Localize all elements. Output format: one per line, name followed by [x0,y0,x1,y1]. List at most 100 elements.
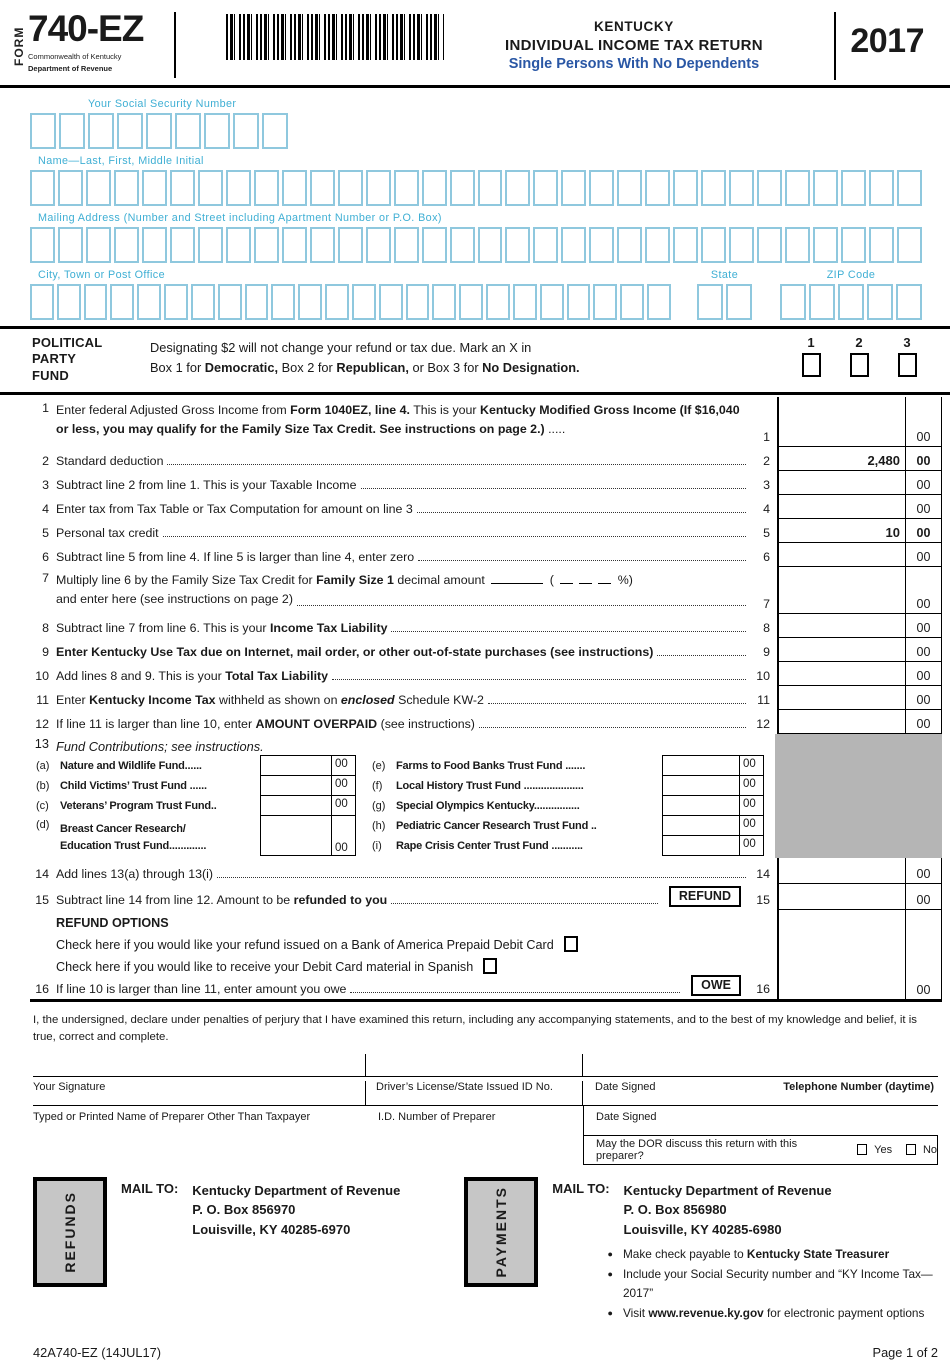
char-box[interactable] [729,227,755,263]
char-box[interactable] [393,227,419,263]
amount-cell-line-11[interactable] [777,685,905,710]
char-box[interactable] [113,170,139,206]
char-box[interactable] [780,284,806,320]
char-box[interactable] [378,284,403,320]
char-box[interactable] [393,170,419,206]
char-box[interactable] [533,170,559,206]
char-box[interactable] [59,113,85,149]
fund-amount-e[interactable]: 00 [662,754,764,776]
char-box[interactable] [645,170,671,206]
char-box[interactable] [337,170,363,206]
char-box[interactable] [620,284,645,320]
cents-cell-line-12[interactable]: 00 [905,709,942,734]
char-box[interactable] [539,284,564,320]
fund-amount-h[interactable]: 00 [662,814,764,836]
char-box[interactable] [325,284,349,320]
char-box[interactable] [57,227,83,263]
char-box[interactable] [298,284,323,320]
char-box[interactable] [309,170,335,206]
char-box[interactable] [897,170,922,206]
char-box[interactable] [113,227,139,263]
char-box[interactable] [512,284,537,320]
char-box[interactable] [449,227,475,263]
cents-cell-line-16[interactable]: 00 [905,971,942,999]
char-box[interactable] [785,227,811,263]
amount-cell-line-5[interactable]: 10 [777,518,905,543]
char-box[interactable] [56,284,81,320]
char-box[interactable] [197,227,223,263]
char-box[interactable] [421,227,447,263]
char-box[interactable] [561,170,587,206]
char-box[interactable] [617,170,643,206]
amount-cell-line-2[interactable]: 2,480 [777,446,905,471]
amount-cell-line-7[interactable] [777,566,905,614]
char-box[interactable] [432,284,457,320]
fund-amount-a[interactable]: 00 [260,754,356,776]
amount-cell-line-4[interactable] [777,494,905,519]
cents-cell-line-10[interactable]: 00 [905,661,942,686]
char-box[interactable] [617,227,643,263]
char-box[interactable] [841,227,867,263]
dor-no-checkbox[interactable] [906,1144,916,1156]
spanish-material-checkbox[interactable] [483,957,498,974]
cents-cell-line-5[interactable]: 00 [905,518,942,543]
fund-amount-b[interactable]: 00 [260,774,356,796]
char-box[interactable] [566,284,591,320]
fund-amount-f[interactable]: 00 [662,774,764,796]
char-box[interactable] [351,284,376,320]
cents-cell-line-6[interactable]: 00 [905,542,942,567]
fund-amount-i[interactable]: 00 [662,834,764,856]
amount-cell-line-1[interactable] [777,396,905,447]
char-box[interactable] [701,170,727,206]
party-box-no-designation[interactable] [897,353,917,377]
char-box[interactable] [841,170,867,206]
cents-cell-line-14[interactable]: 00 [905,857,942,884]
cents-cell-line-4[interactable]: 00 [905,494,942,519]
char-box[interactable] [85,170,111,206]
char-box[interactable] [673,227,699,263]
amount-cell-line-8[interactable] [777,613,905,638]
amount-cell-line-15[interactable] [777,883,905,910]
char-box[interactable] [262,113,288,149]
party-box-republican[interactable] [849,353,869,377]
char-box[interactable] [533,227,559,263]
char-box[interactable] [281,227,307,263]
char-box[interactable] [673,170,699,206]
char-box[interactable] [449,170,475,206]
char-box[interactable] [197,170,223,206]
char-box[interactable] [30,113,56,149]
cents-cell-line-1[interactable]: 00 [905,396,942,447]
name-input-boxes[interactable] [30,170,922,206]
char-box[interactable] [757,170,783,206]
char-box[interactable] [309,227,335,263]
ssn-input-boxes[interactable] [30,113,922,149]
amount-cell-line-10[interactable] [777,661,905,686]
char-box[interactable] [421,170,447,206]
char-box[interactable] [281,170,307,206]
char-box[interactable] [110,284,135,320]
debit-card-checkbox[interactable] [563,935,578,952]
char-box[interactable] [117,113,143,149]
char-box[interactable] [30,227,55,263]
char-box[interactable] [589,227,615,263]
char-box[interactable] [271,284,296,320]
fund-amount-g[interactable]: 00 [662,794,764,816]
char-box[interactable] [253,227,279,263]
dor-yes-checkbox[interactable] [857,1144,868,1156]
char-box[interactable] [169,170,195,206]
char-box[interactable] [813,170,839,206]
char-box[interactable] [701,227,727,263]
amount-cell-line-3[interactable] [777,470,905,495]
char-box[interactable] [141,227,167,263]
char-box[interactable] [869,170,895,206]
amount-cell-line-9[interactable] [777,637,905,662]
char-box[interactable] [589,170,615,206]
char-box[interactable] [217,284,242,320]
char-box[interactable] [88,113,114,149]
char-box[interactable] [141,170,167,206]
char-box[interactable] [337,227,363,263]
char-box[interactable] [785,170,811,206]
char-box[interactable] [85,227,111,263]
char-box[interactable] [169,227,195,263]
char-box[interactable] [365,170,391,206]
